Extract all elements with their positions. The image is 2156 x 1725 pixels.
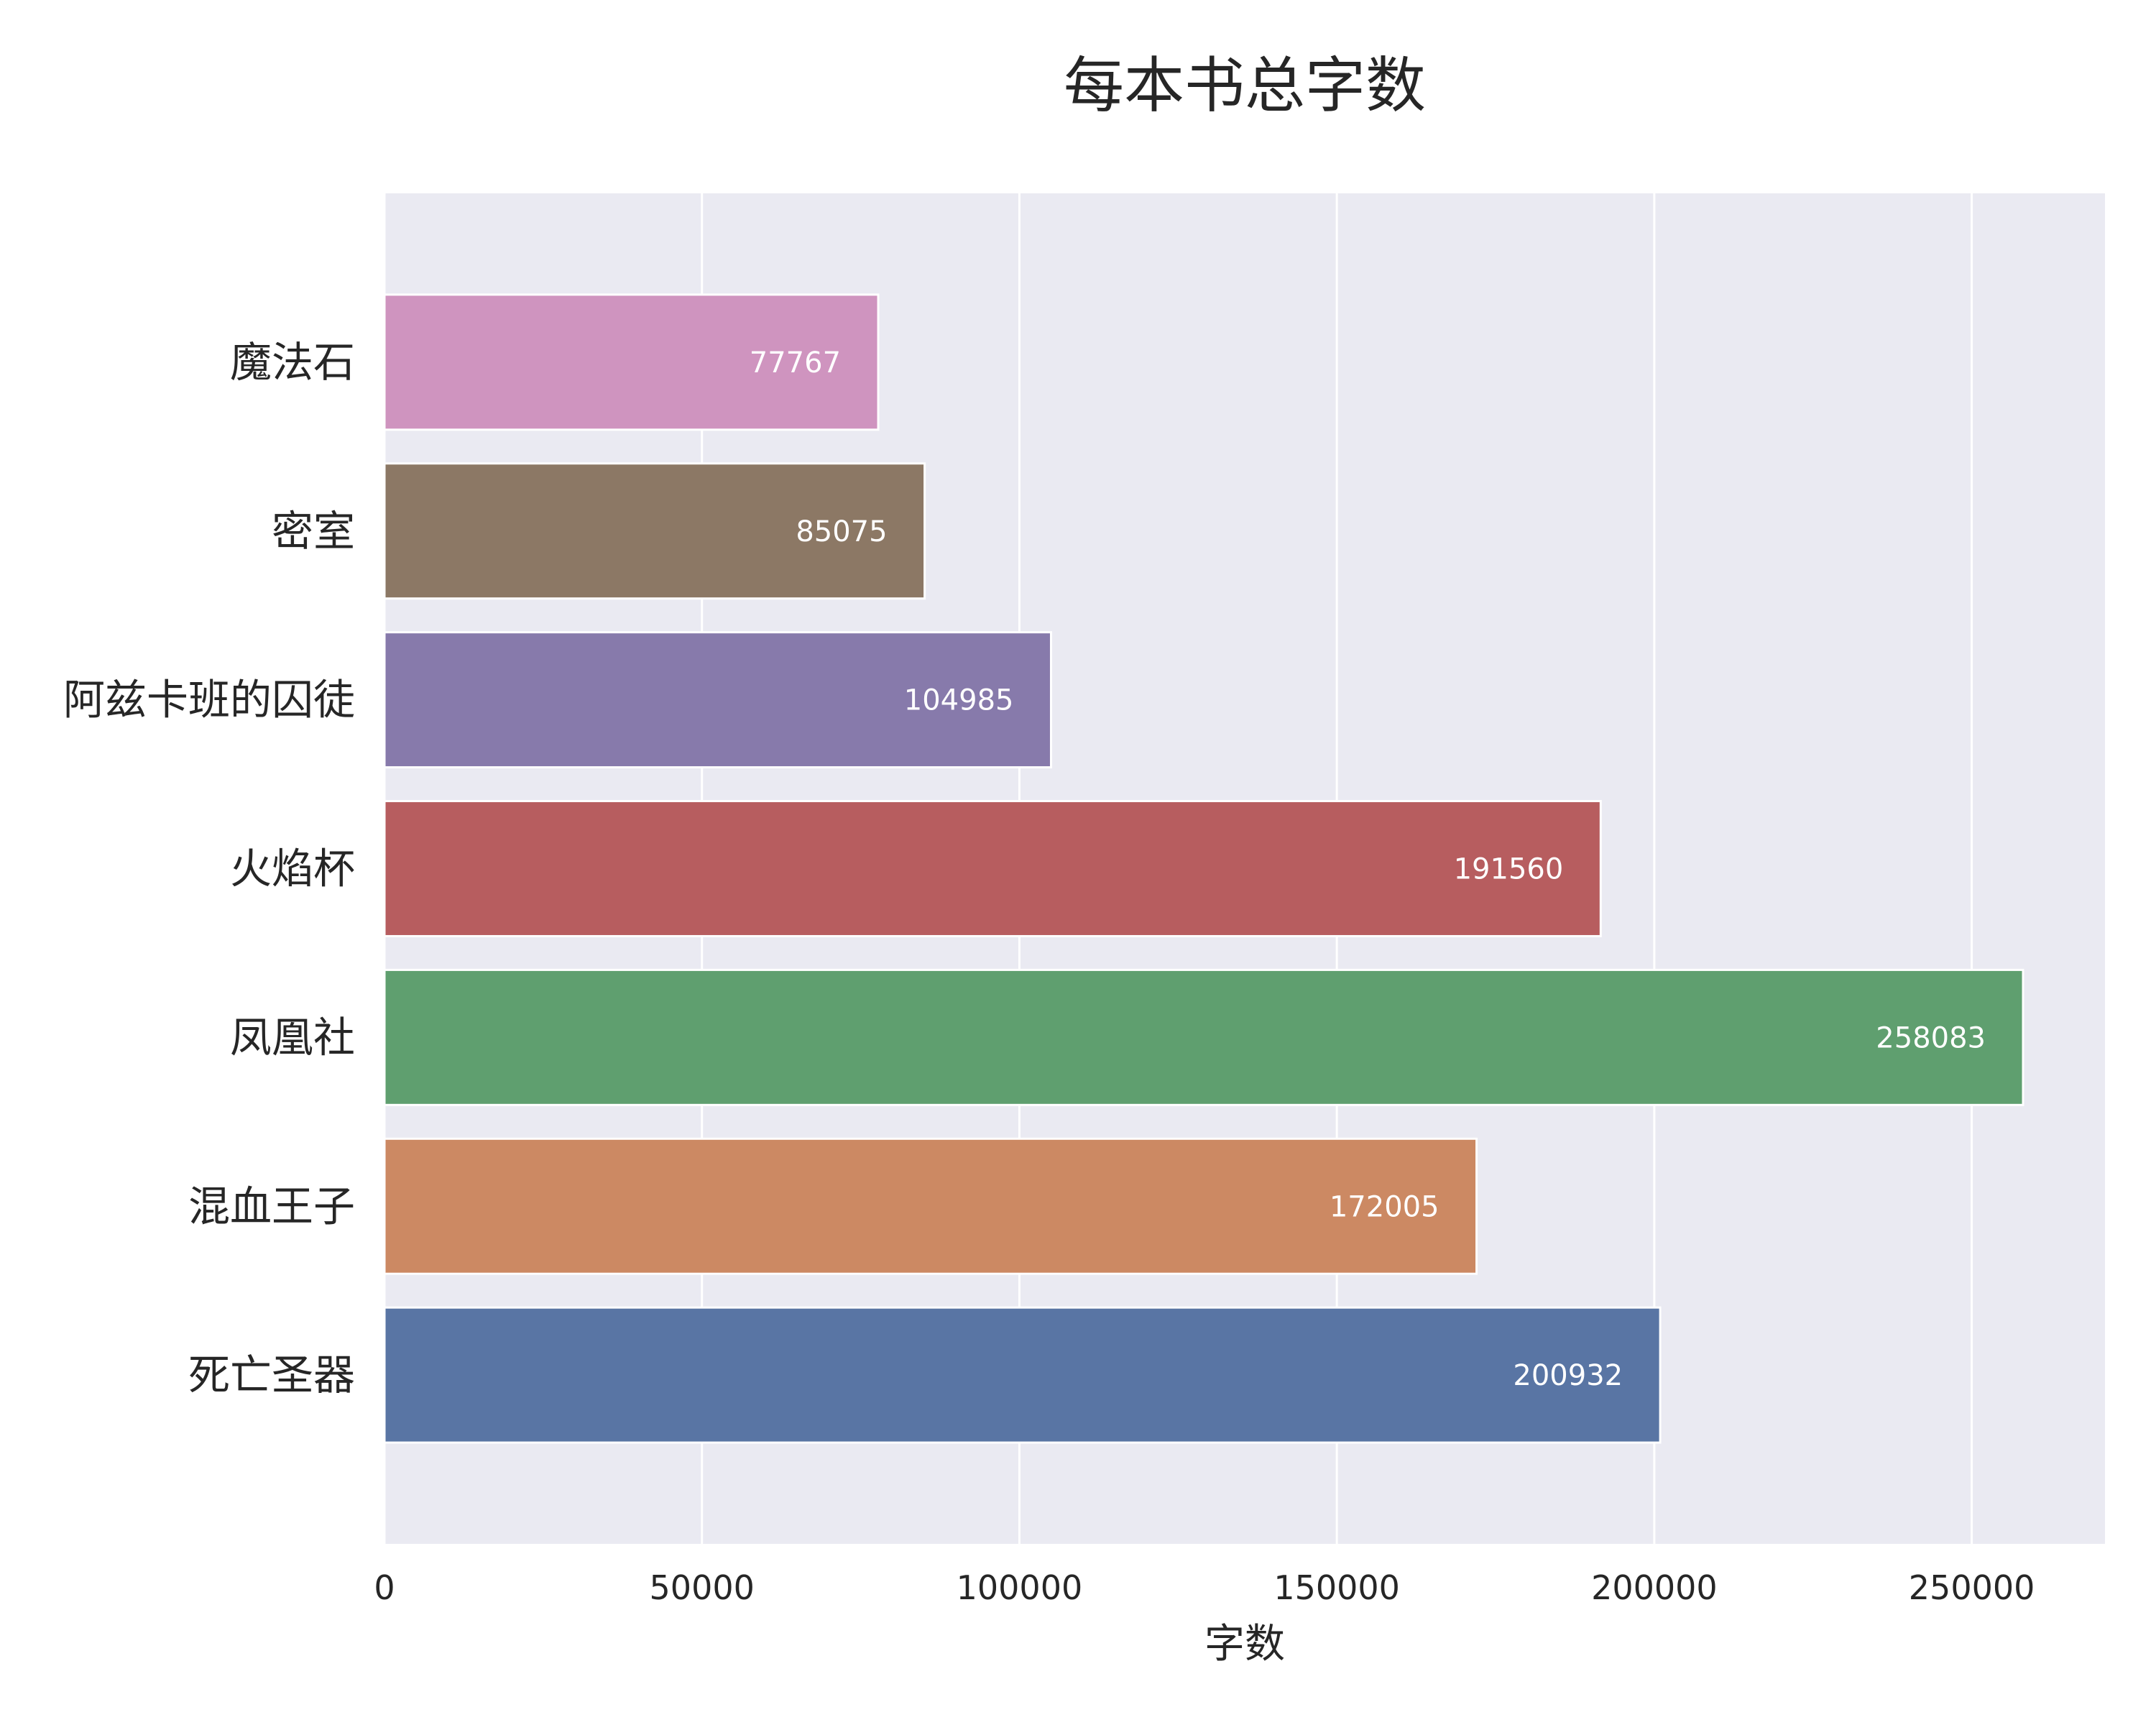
bars: 77767 85075 104985 191560 258083 172005 200932 xyxy=(383,293,2024,1444)
y-category-label: 魔法石 xyxy=(230,338,355,387)
x-tick-label: 100000 xyxy=(957,1568,1083,1607)
bar-value-label: 191560 xyxy=(1454,853,1564,886)
x-tick-label: 200000 xyxy=(1591,1568,1718,1607)
x-tick-label: 50000 xyxy=(650,1568,755,1607)
bar xyxy=(383,462,926,600)
x-tick-label: 150000 xyxy=(1273,1568,1400,1607)
y-category-label: 密室 xyxy=(272,507,355,556)
x-tick-label: 250000 xyxy=(1909,1568,2035,1607)
chart-title: 每本书总字数 xyxy=(1064,50,1426,121)
bar-value-label: 172005 xyxy=(1330,1190,1439,1223)
bar-value-label: 104985 xyxy=(904,684,1014,717)
bar xyxy=(383,968,2024,1106)
x-axis-label: 字数 xyxy=(1204,1621,1285,1668)
bar xyxy=(383,293,880,431)
bar-value-label: 77767 xyxy=(750,346,841,380)
y-category-label: 死亡圣器 xyxy=(188,1351,355,1399)
y-category-label: 阿兹卡班的囚徒 xyxy=(63,676,355,724)
bar-value-label: 85075 xyxy=(796,515,887,548)
bar-value-label: 258083 xyxy=(1876,1021,1986,1054)
y-category-label: 火焰杯 xyxy=(230,845,355,893)
x-tick-label: 0 xyxy=(374,1568,395,1607)
bar-value-label: 200932 xyxy=(1513,1359,1623,1392)
bar xyxy=(383,631,1052,769)
y-category-label: 混血王子 xyxy=(188,1182,355,1230)
bar xyxy=(383,1306,1662,1444)
bar xyxy=(383,1137,1478,1275)
y-category-label: 凤凰社 xyxy=(230,1013,355,1062)
bar xyxy=(383,800,1602,937)
x-axis-ticks: 0 50000 100000 150000 200000 250000 xyxy=(374,1568,2035,1607)
